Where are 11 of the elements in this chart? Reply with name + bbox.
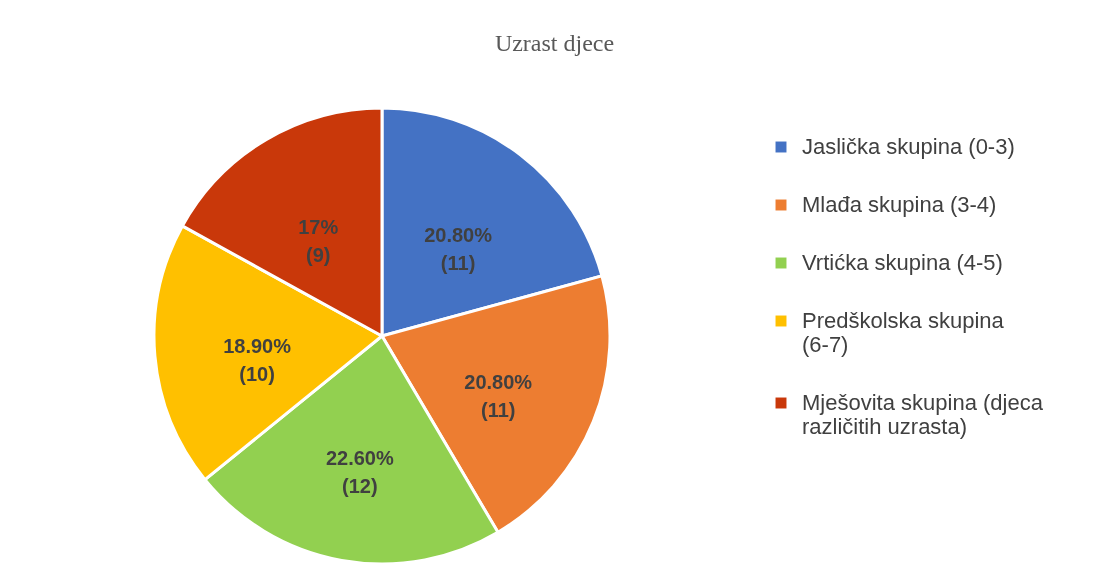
data-label: 17% (9) xyxy=(298,216,339,267)
chart-title: Uzrast djece xyxy=(494,30,615,56)
data-label: 20.80% (11) xyxy=(464,371,533,422)
legend-label: Jaslička skupina (0-3) xyxy=(802,134,1015,159)
legend-label: Mješovita skupina (djeca različitih uzrasta) xyxy=(802,390,1044,439)
legend-label: Mlađa skupina (3-4) xyxy=(802,192,997,217)
legend-label: Predškolska skupina (6-7) xyxy=(802,308,1005,357)
legend-label: Vrtićka skupina (4-5) xyxy=(802,250,1003,275)
data-label: 18.90% (10) xyxy=(223,335,292,386)
data-label: 22.60% (12) xyxy=(325,447,394,498)
data-label: 20.80% (11) xyxy=(424,224,493,275)
